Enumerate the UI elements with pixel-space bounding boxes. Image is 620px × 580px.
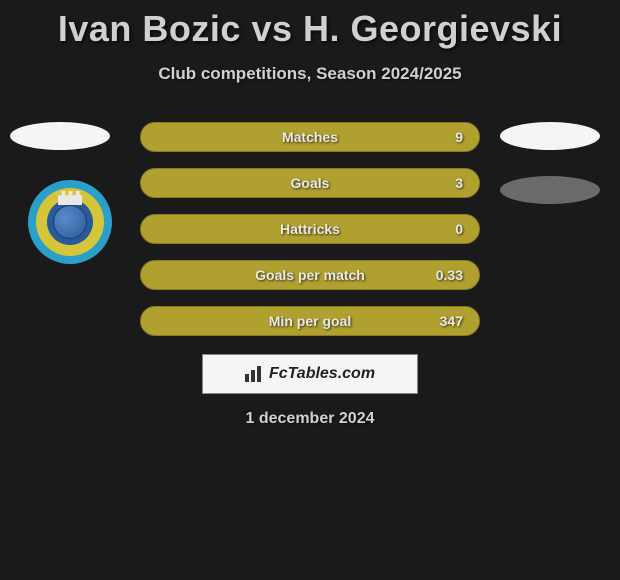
stat-label: Matches — [282, 129, 338, 145]
page-title: Ivan Bozic vs H. Georgievski — [0, 0, 620, 50]
stat-value: 347 — [440, 313, 463, 329]
date-line: 1 december 2024 — [246, 410, 375, 428]
stat-label: Goals per match — [255, 267, 365, 283]
stat-value: 0.33 — [436, 267, 463, 283]
player-left-badge-placeholder — [10, 122, 110, 150]
player-right-badge-placeholder-2 — [500, 176, 600, 204]
club-badge — [28, 180, 112, 264]
stat-value: 0 — [455, 221, 463, 237]
castle-icon — [58, 191, 82, 205]
bar-chart-icon — [245, 366, 265, 382]
stat-row-goals-per-match: Goals per match 0.33 — [140, 260, 480, 290]
stat-row-hattricks: Hattricks 0 — [140, 214, 480, 244]
stat-row-matches: Matches 9 — [140, 122, 480, 152]
stat-row-min-per-goal: Min per goal 347 — [140, 306, 480, 336]
brand-box[interactable]: FcTables.com — [202, 354, 418, 394]
stat-label: Hattricks — [280, 221, 340, 237]
stat-value: 3 — [455, 175, 463, 191]
stat-value: 9 — [455, 129, 463, 145]
club-badge-inner — [47, 199, 93, 245]
stat-label: Goals — [291, 175, 330, 191]
subtitle: Club competitions, Season 2024/2025 — [0, 64, 620, 84]
club-badge-outer-ring — [28, 180, 112, 264]
stat-label: Min per goal — [269, 313, 351, 329]
club-badge-mid-ring — [36, 188, 104, 256]
stat-row-goals: Goals 3 — [140, 168, 480, 198]
brand-text: FcTables.com — [269, 365, 375, 383]
player-right-badge-placeholder-1 — [500, 122, 600, 150]
stats-bars: Matches 9 Goals 3 Hattricks 0 Goals per … — [140, 122, 480, 352]
football-icon — [53, 205, 87, 239]
